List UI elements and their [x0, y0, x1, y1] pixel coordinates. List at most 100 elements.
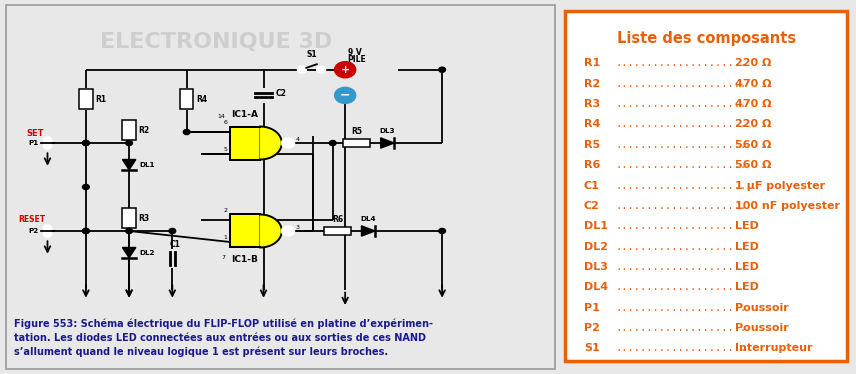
Bar: [122, 208, 136, 228]
Text: C2: C2: [584, 201, 600, 211]
Text: Liste des composants: Liste des composants: [616, 31, 796, 46]
Text: 220 Ω: 220 Ω: [735, 58, 771, 68]
Text: LED: LED: [735, 221, 759, 231]
Text: PILE: PILE: [348, 55, 366, 64]
Text: .....................: .....................: [616, 303, 747, 313]
Text: P2: P2: [28, 228, 39, 234]
Text: .....................: .....................: [616, 140, 747, 150]
Text: 3: 3: [295, 225, 300, 230]
Text: R6: R6: [584, 160, 600, 170]
Circle shape: [169, 229, 175, 233]
Text: LED: LED: [735, 242, 759, 252]
Circle shape: [126, 229, 133, 233]
Circle shape: [82, 229, 89, 233]
Bar: [79, 89, 92, 109]
Text: C2: C2: [276, 89, 287, 98]
Text: R5: R5: [584, 140, 600, 150]
Text: 14: 14: [217, 114, 225, 119]
Circle shape: [282, 138, 294, 148]
Text: DL1: DL1: [584, 221, 608, 231]
Circle shape: [282, 226, 294, 236]
Text: R6: R6: [332, 215, 343, 224]
Text: 560 Ω: 560 Ω: [735, 140, 771, 150]
Circle shape: [82, 141, 89, 145]
Circle shape: [44, 137, 51, 143]
Text: R4: R4: [196, 95, 207, 104]
Text: 1: 1: [223, 235, 228, 240]
Text: Poussoir: Poussoir: [735, 303, 789, 313]
Text: SET: SET: [26, 129, 44, 138]
Text: 100 nF polyester: 100 nF polyester: [735, 201, 841, 211]
Text: LED: LED: [735, 282, 759, 292]
Circle shape: [44, 231, 51, 237]
Text: P2: P2: [584, 323, 600, 333]
Polygon shape: [122, 159, 136, 170]
Text: ELECTRONIQUE 3D: ELECTRONIQUE 3D: [100, 32, 332, 52]
Text: 5: 5: [223, 147, 228, 152]
Text: S1: S1: [306, 50, 317, 59]
Text: 1 μF polyester: 1 μF polyester: [735, 181, 825, 190]
Text: R3: R3: [138, 214, 149, 223]
Text: 2: 2: [223, 208, 228, 213]
Text: IC1-B: IC1-B: [232, 255, 259, 264]
Polygon shape: [260, 215, 282, 248]
Text: C1: C1: [584, 181, 600, 190]
Bar: [230, 215, 260, 248]
Text: P1: P1: [584, 303, 600, 313]
Text: Poussoir: Poussoir: [735, 323, 789, 333]
Text: .....................: .....................: [616, 58, 747, 68]
Text: −: −: [340, 89, 350, 102]
Bar: [343, 139, 370, 147]
Text: Interrupteur: Interrupteur: [735, 343, 813, 353]
Circle shape: [317, 67, 325, 73]
Circle shape: [44, 225, 51, 231]
Text: DL2: DL2: [584, 242, 608, 252]
Text: R5: R5: [351, 128, 362, 137]
Text: 9 V: 9 V: [348, 48, 361, 57]
Text: .....................: .....................: [616, 201, 747, 211]
Text: 470 Ω: 470 Ω: [735, 99, 772, 109]
Text: R4: R4: [584, 119, 600, 129]
Text: RESET: RESET: [19, 215, 46, 224]
Text: 7: 7: [221, 255, 225, 260]
Text: R1: R1: [95, 95, 106, 104]
Text: DL2: DL2: [140, 249, 155, 255]
Text: ....................: ....................: [616, 221, 741, 231]
Text: 4: 4: [295, 137, 300, 142]
Text: S1: S1: [584, 343, 600, 353]
Text: P1: P1: [28, 140, 39, 146]
Circle shape: [330, 141, 336, 145]
Polygon shape: [361, 226, 375, 236]
Text: R3: R3: [584, 99, 600, 109]
Circle shape: [335, 87, 356, 104]
Text: R2: R2: [584, 79, 600, 89]
Text: .....................: .....................: [616, 119, 747, 129]
Text: Figure 553: Schéma électrique du FLIP-FLOP utilisé en platine d’expérimen-
tatio: Figure 553: Schéma électrique du FLIP-FL…: [14, 319, 433, 358]
Text: DL3: DL3: [584, 262, 608, 272]
Polygon shape: [381, 138, 394, 148]
Text: ....................: ....................: [616, 242, 741, 252]
Circle shape: [44, 143, 51, 149]
Text: DL4: DL4: [360, 216, 376, 222]
Text: R2: R2: [138, 126, 149, 135]
Circle shape: [82, 184, 89, 190]
Text: .....................: .....................: [616, 79, 747, 89]
Text: .....................: .....................: [616, 323, 747, 333]
Polygon shape: [260, 126, 282, 159]
Text: ....................: ....................: [616, 262, 741, 272]
Circle shape: [298, 67, 306, 73]
Bar: [180, 89, 193, 109]
Circle shape: [126, 141, 133, 145]
Text: IC1-A: IC1-A: [232, 110, 259, 119]
Text: 220 Ω: 220 Ω: [735, 119, 771, 129]
Text: .....................: .....................: [616, 99, 747, 109]
Text: C1: C1: [169, 240, 180, 249]
Text: DL1: DL1: [140, 162, 155, 168]
Text: .....................: .....................: [616, 181, 747, 190]
Text: .....................: .....................: [616, 160, 747, 170]
Circle shape: [335, 62, 356, 78]
Text: ....................: ....................: [616, 282, 741, 292]
Text: R1: R1: [584, 58, 600, 68]
Polygon shape: [122, 248, 136, 258]
Circle shape: [82, 141, 89, 145]
